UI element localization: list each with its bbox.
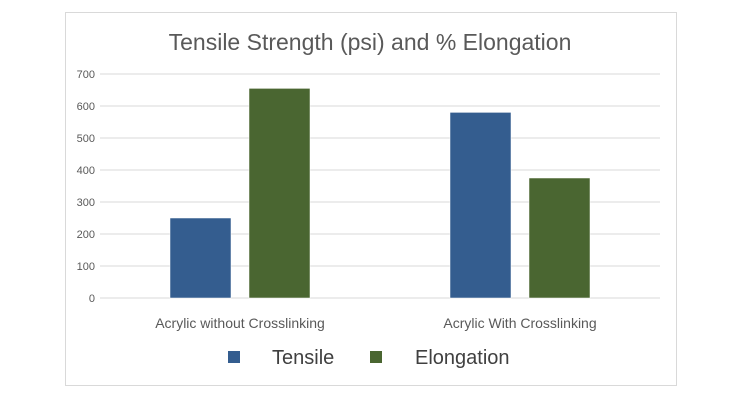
bar-tensile-0 [169,217,232,299]
legend-label-tensile: Tensile [272,347,334,369]
chart-title: Tensile Strength (psi) and % Elongation [169,29,572,55]
bar-tensile-1 [449,112,512,299]
bar-elongation-0 [248,88,311,299]
y-tick-label: 300 [77,197,95,209]
y-tick-label: 500 [77,133,95,145]
y-tick-label: 0 [89,293,95,305]
y-tick-label: 600 [77,101,95,113]
legend-label-elongation: Elongation [415,347,510,369]
chart-frame [65,12,677,386]
bar-elongation-1 [528,177,591,299]
y-tick-label: 200 [77,229,95,241]
legend-swatch-tensile [228,351,240,363]
legend-swatch-elongation [370,351,382,363]
y-tick-label: 400 [77,165,95,177]
x-tick-label: Acrylic With Crosslinking [443,315,596,331]
y-tick-label: 700 [77,69,95,81]
y-tick-label: 100 [77,261,95,273]
x-tick-label: Acrylic without Crosslinking [155,315,325,331]
